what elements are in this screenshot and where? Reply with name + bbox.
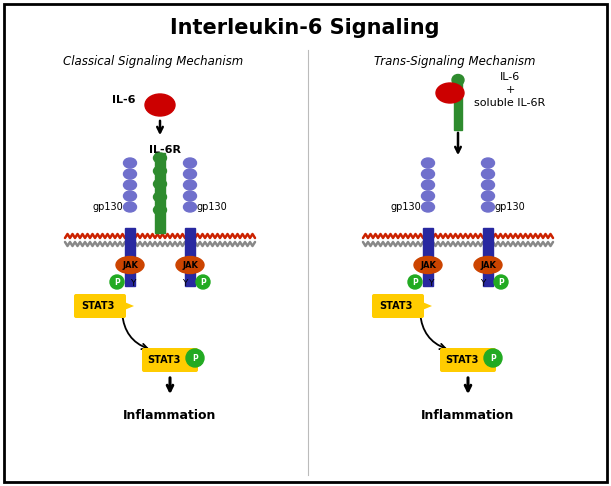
Circle shape <box>484 349 502 367</box>
Ellipse shape <box>123 158 136 168</box>
Text: Y: Y <box>480 278 486 288</box>
Text: gp130: gp130 <box>197 202 227 212</box>
Text: Y: Y <box>182 278 188 288</box>
Ellipse shape <box>153 153 167 163</box>
FancyBboxPatch shape <box>372 294 424 318</box>
Circle shape <box>110 275 124 289</box>
Bar <box>454 82 462 130</box>
Bar <box>125 228 135 286</box>
Text: IL-6
+
soluble IL-6R: IL-6 + soluble IL-6R <box>474 72 546 108</box>
Text: P: P <box>412 278 418 287</box>
Bar <box>423 228 433 286</box>
Text: Trans-Signaling Mechanism: Trans-Signaling Mechanism <box>375 55 536 69</box>
Ellipse shape <box>183 169 197 179</box>
Ellipse shape <box>153 166 167 176</box>
Text: P: P <box>200 278 206 287</box>
Text: JAK: JAK <box>480 260 496 270</box>
Ellipse shape <box>183 202 197 212</box>
Circle shape <box>196 275 210 289</box>
FancyBboxPatch shape <box>74 294 126 318</box>
Ellipse shape <box>474 257 502 274</box>
Ellipse shape <box>436 83 464 103</box>
Ellipse shape <box>116 257 144 274</box>
Text: Interleukin-6 Signaling: Interleukin-6 Signaling <box>170 18 440 38</box>
Text: Classical Signaling Mechanism: Classical Signaling Mechanism <box>63 55 243 69</box>
Circle shape <box>494 275 508 289</box>
Ellipse shape <box>481 202 494 212</box>
FancyBboxPatch shape <box>142 348 198 372</box>
Text: gp130: gp130 <box>390 202 422 212</box>
Ellipse shape <box>481 191 494 201</box>
Text: IL-6R: IL-6R <box>149 145 181 155</box>
Ellipse shape <box>153 192 167 202</box>
Bar <box>155 153 165 233</box>
Ellipse shape <box>414 257 442 274</box>
Ellipse shape <box>422 158 434 168</box>
FancyBboxPatch shape <box>440 348 496 372</box>
Ellipse shape <box>183 180 197 190</box>
Text: STAT3: STAT3 <box>379 301 412 311</box>
Ellipse shape <box>422 202 434 212</box>
Ellipse shape <box>123 180 136 190</box>
Ellipse shape <box>422 191 434 201</box>
Ellipse shape <box>481 158 494 168</box>
Bar <box>483 228 493 286</box>
Ellipse shape <box>153 205 167 215</box>
Ellipse shape <box>481 180 494 190</box>
Polygon shape <box>122 301 134 311</box>
Bar <box>185 228 195 286</box>
Text: Inflammation: Inflammation <box>123 409 217 421</box>
Text: P: P <box>498 278 504 287</box>
Text: STAT3: STAT3 <box>81 301 115 311</box>
Circle shape <box>408 275 422 289</box>
Text: Inflammation: Inflammation <box>422 409 514 421</box>
Circle shape <box>186 349 204 367</box>
Ellipse shape <box>452 74 464 86</box>
Text: IL-6: IL-6 <box>112 95 136 105</box>
Ellipse shape <box>145 94 175 116</box>
Ellipse shape <box>183 191 197 201</box>
Ellipse shape <box>422 180 434 190</box>
Polygon shape <box>420 301 432 311</box>
Ellipse shape <box>183 158 197 168</box>
Ellipse shape <box>176 257 204 274</box>
Text: STAT3: STAT3 <box>147 355 181 365</box>
Ellipse shape <box>481 169 494 179</box>
Text: JAK: JAK <box>420 260 436 270</box>
Text: JAK: JAK <box>122 260 138 270</box>
Ellipse shape <box>123 169 136 179</box>
Ellipse shape <box>153 179 167 189</box>
Text: Y: Y <box>428 278 434 288</box>
Text: gp130: gp130 <box>93 202 123 212</box>
Ellipse shape <box>123 202 136 212</box>
Text: JAK: JAK <box>182 260 198 270</box>
Text: P: P <box>490 353 496 363</box>
Text: P: P <box>114 278 120 287</box>
Ellipse shape <box>422 169 434 179</box>
Ellipse shape <box>123 191 136 201</box>
Text: Y: Y <box>130 278 136 288</box>
Text: P: P <box>192 353 198 363</box>
Text: STAT3: STAT3 <box>445 355 478 365</box>
Text: gp130: gp130 <box>495 202 525 212</box>
